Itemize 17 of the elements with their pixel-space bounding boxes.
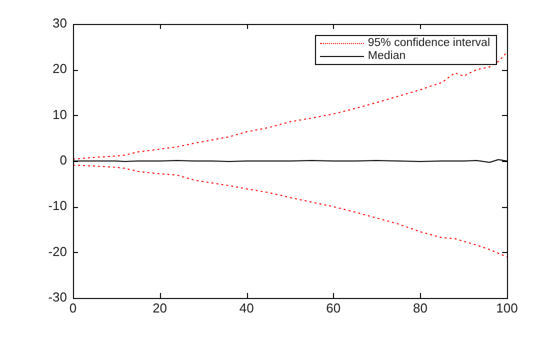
y-tick-label: 0 <box>60 152 67 168</box>
y-tick-label: 30 <box>52 16 67 31</box>
x-tick-label: 20 <box>152 300 168 316</box>
line-series <box>73 164 507 258</box>
x-tick-label: 80 <box>412 300 428 316</box>
y-tick-label: -30 <box>48 290 67 305</box>
x-tick-label: 0 <box>69 300 77 316</box>
legend-label: Median <box>368 50 406 63</box>
y-tick-label: 10 <box>52 106 67 122</box>
line-series <box>73 52 507 160</box>
x-tick-label: 40 <box>239 300 254 316</box>
y-tick-label: 20 <box>52 61 67 76</box>
legend-label: 95% confidence interval <box>368 37 490 50</box>
y-tick-label: -20 <box>48 244 67 259</box>
x-tick-label: 60 <box>326 300 341 316</box>
x-tick-label: 100 <box>496 300 518 316</box>
y-tick-label: -10 <box>48 198 67 214</box>
